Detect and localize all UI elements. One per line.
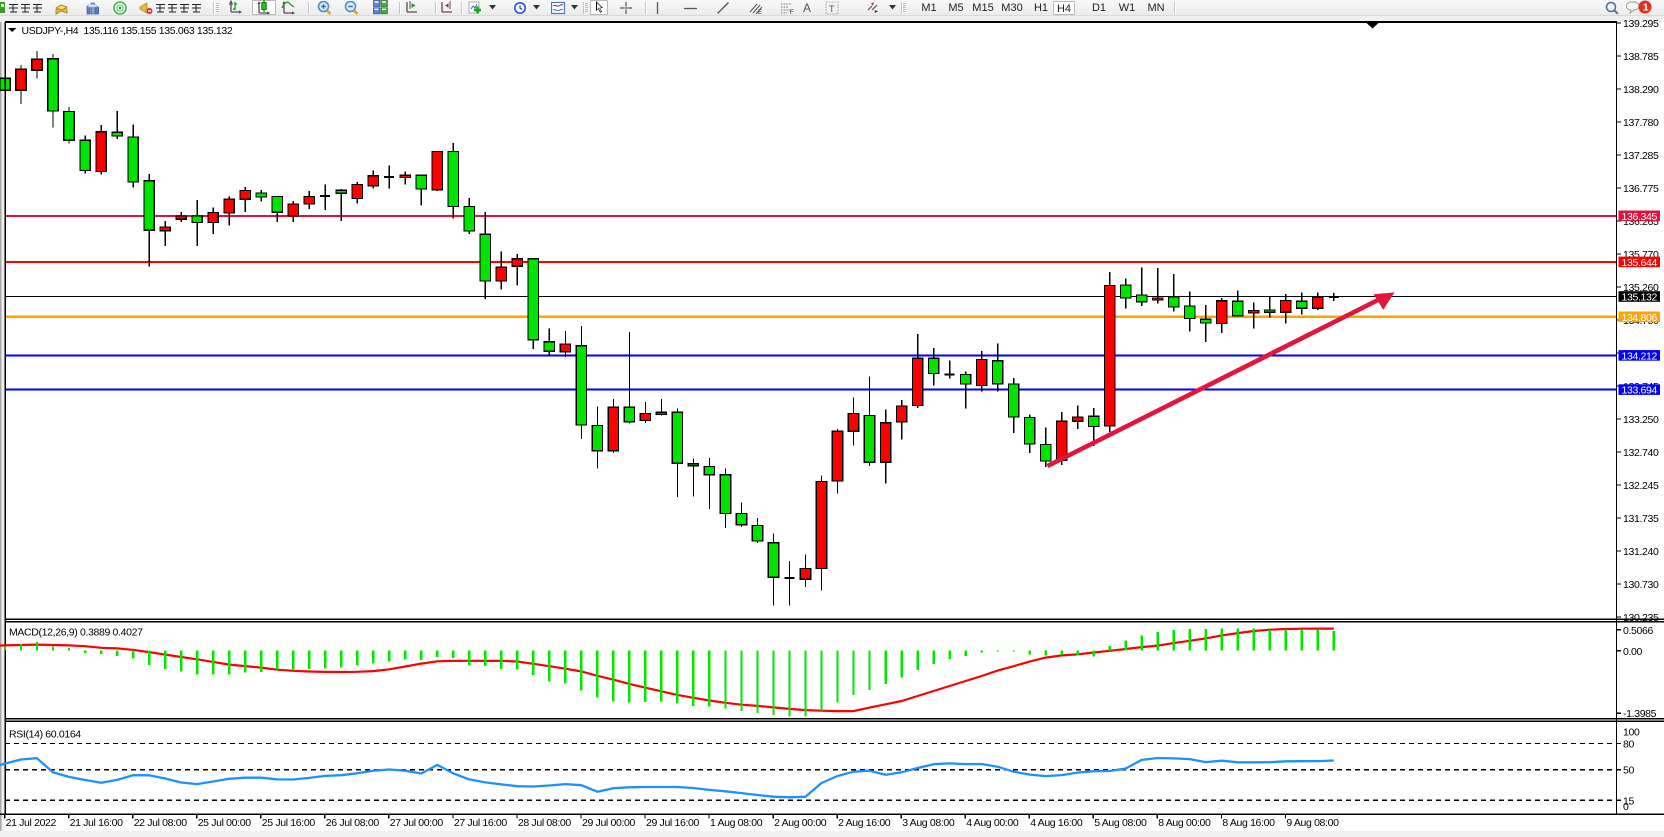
- svg-text:15: 15: [1623, 795, 1634, 807]
- svg-text:0.00: 0.00: [1623, 646, 1643, 658]
- svg-text:27 Jul 00:00: 27 Jul 00:00: [390, 817, 444, 829]
- svg-text:-1.3985: -1.3985: [1623, 708, 1657, 720]
- svg-text:2 Aug 16:00: 2 Aug 16:00: [838, 817, 891, 829]
- svg-text:135.644: 135.644: [1622, 257, 1658, 269]
- svg-text:29 Jul 00:00: 29 Jul 00:00: [582, 817, 636, 829]
- svg-text:135.132: 135.132: [1622, 292, 1658, 304]
- svg-text:MACD(12,26,9) 0.3889 0.4027: MACD(12,26,9) 0.3889 0.4027: [9, 627, 143, 639]
- svg-text:E: E: [758, 10, 762, 15]
- svg-text:0.5066: 0.5066: [1623, 625, 1654, 637]
- svg-text:100: 100: [1623, 727, 1640, 739]
- svg-text:135.260: 135.260: [1623, 282, 1659, 294]
- svg-text:138.785: 138.785: [1623, 51, 1659, 63]
- svg-text:4 Aug 00:00: 4 Aug 00:00: [966, 817, 1019, 829]
- svg-text:8 Aug 00:00: 8 Aug 00:00: [1158, 817, 1211, 829]
- svg-text:USDJPY-,H4 135.116 135.155 13: USDJPY-,H4 135.116 135.155 135.063 135.1…: [22, 25, 233, 37]
- svg-text:25 Jul 00:00: 25 Jul 00:00: [198, 817, 252, 829]
- svg-text:28 Jul 08:00: 28 Jul 08:00: [518, 817, 572, 829]
- svg-text:137.285: 137.285: [1623, 150, 1659, 162]
- svg-text:0: 0: [1623, 801, 1629, 813]
- svg-text:RSI(14) 60.0164: RSI(14) 60.0164: [9, 729, 81, 741]
- svg-text:132.245: 132.245: [1623, 480, 1659, 492]
- svg-text:21 Jul 16:00: 21 Jul 16:00: [70, 817, 124, 829]
- svg-text:130.730: 130.730: [1623, 579, 1659, 591]
- svg-text:134.806: 134.806: [1622, 312, 1658, 324]
- svg-text:22 Jul 08:00: 22 Jul 08:00: [134, 817, 188, 829]
- svg-text:F: F: [790, 10, 794, 15]
- svg-text:136.775: 136.775: [1623, 183, 1659, 195]
- svg-text:137.780: 137.780: [1623, 117, 1659, 129]
- svg-text:8 Aug 16:00: 8 Aug 16:00: [1222, 817, 1275, 829]
- svg-text:5 Aug 08:00: 5 Aug 08:00: [1094, 817, 1147, 829]
- svg-text:27 Jul 16:00: 27 Jul 16:00: [454, 817, 508, 829]
- svg-text:3 Aug 08:00: 3 Aug 08:00: [902, 817, 955, 829]
- svg-text:80: 80: [1623, 739, 1634, 751]
- svg-text:21 Jul 2022: 21 Jul 2022: [6, 817, 57, 829]
- svg-text:26 Jul 08:00: 26 Jul 08:00: [326, 817, 380, 829]
- svg-text:133.694: 133.694: [1622, 385, 1658, 397]
- svg-text:25 Jul 16:00: 25 Jul 16:00: [262, 817, 316, 829]
- svg-text:29 Jul 16:00: 29 Jul 16:00: [646, 817, 700, 829]
- svg-text:131.240: 131.240: [1623, 546, 1659, 558]
- svg-text:9 Aug 08:00: 9 Aug 08:00: [1286, 817, 1339, 829]
- svg-text:T: T: [829, 4, 835, 14]
- svg-text:50: 50: [1623, 765, 1634, 777]
- svg-text:136.345: 136.345: [1622, 211, 1658, 223]
- svg-text:130.235: 130.235: [1623, 612, 1659, 624]
- svg-text:139.295: 139.295: [1623, 18, 1659, 30]
- svg-text:134.212: 134.212: [1622, 350, 1658, 362]
- svg-text:132.740: 132.740: [1623, 447, 1659, 459]
- svg-text:133.250: 133.250: [1623, 414, 1659, 426]
- svg-text:2 Aug 00:00: 2 Aug 00:00: [774, 817, 827, 829]
- svg-text:1: 1: [1643, 3, 1649, 14]
- svg-text:1 Aug 08:00: 1 Aug 08:00: [710, 817, 763, 829]
- svg-text:138.290: 138.290: [1623, 84, 1659, 96]
- svg-text:131.735: 131.735: [1623, 513, 1659, 525]
- svg-text:4 Aug 16:00: 4 Aug 16:00: [1030, 817, 1083, 829]
